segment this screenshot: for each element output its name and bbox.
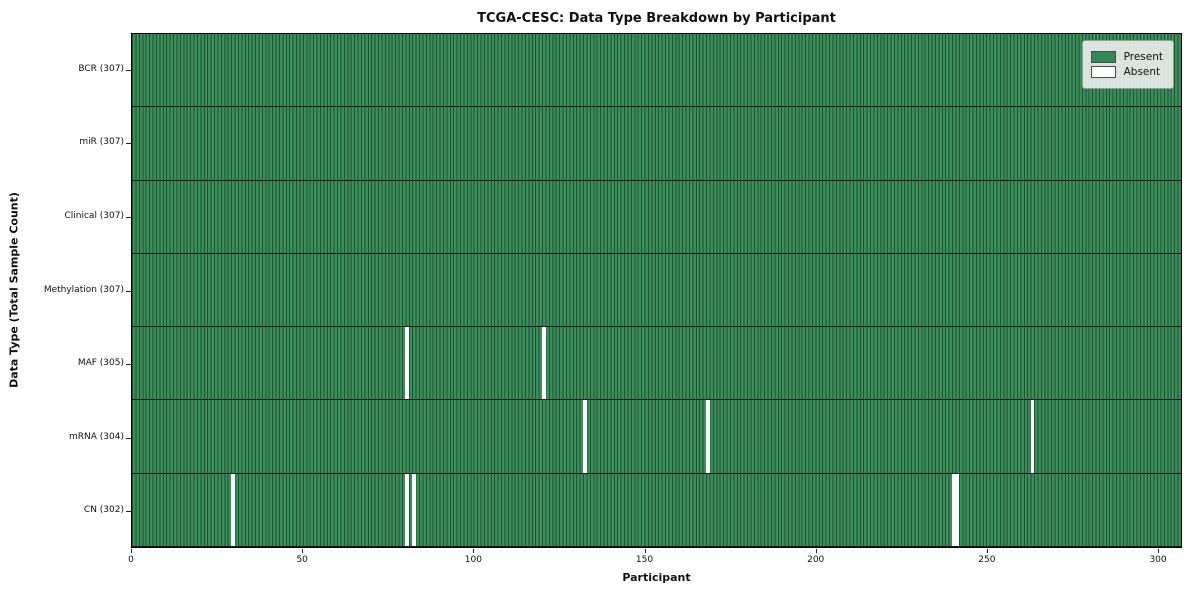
legend-label-absent: Absent xyxy=(1123,66,1161,78)
row-methylation xyxy=(132,253,1181,328)
y-tick-mark xyxy=(126,216,131,218)
x-tick-mark xyxy=(302,549,304,553)
plot-area: Present Absent xyxy=(131,33,1182,548)
chart-title: TCGA-CESC: Data Type Breakdown by Partic… xyxy=(477,11,836,26)
y-tick-label: Clinical (307) xyxy=(64,210,124,221)
x-tick-mark xyxy=(1158,549,1160,553)
x-tick-mark xyxy=(815,549,817,553)
x-tick-label: 0 xyxy=(128,555,134,565)
absent-cell xyxy=(1030,400,1035,473)
absent-cell xyxy=(405,473,410,546)
y-tick-mark xyxy=(126,69,131,71)
y-tick-mark xyxy=(126,364,131,366)
y-tick-label: miR (307) xyxy=(79,137,124,148)
y-tick-mark xyxy=(126,437,131,439)
x-tick-label: 100 xyxy=(464,555,482,565)
x-tick-mark xyxy=(644,549,646,553)
row-mrna xyxy=(132,400,1181,474)
x-tick-label: 250 xyxy=(978,555,996,565)
y-tick-mark xyxy=(126,290,131,292)
absent-cell xyxy=(542,327,546,400)
y-tick-mark xyxy=(126,511,131,513)
absent-cell xyxy=(706,400,710,473)
absent-cell xyxy=(405,327,410,400)
y-tick-label: BCR (307) xyxy=(78,63,124,74)
y-tick-label: Methylation (307) xyxy=(43,284,124,295)
absent-cell xyxy=(583,400,587,473)
y-tick-label: mRNA (304) xyxy=(69,431,124,442)
y-tick-label: MAF (305) xyxy=(77,358,124,369)
legend: Present Absent xyxy=(1081,40,1174,89)
absent-swatch xyxy=(1090,66,1116,78)
legend-entry-present: Present xyxy=(1090,51,1163,63)
x-tick-label: 200 xyxy=(807,555,825,565)
absent-cell xyxy=(231,473,235,546)
row-bcr xyxy=(132,34,1181,108)
x-axis-label: Participant xyxy=(622,571,691,584)
present-swatch xyxy=(1090,51,1116,63)
row-mir xyxy=(132,107,1181,181)
x-tick-mark xyxy=(473,549,475,553)
legend-entry-absent: Absent xyxy=(1090,66,1163,78)
y-tick-label: CN (302) xyxy=(83,505,124,516)
x-tick-mark xyxy=(131,549,132,553)
y-tick-mark xyxy=(126,143,131,145)
absent-cell xyxy=(952,473,956,546)
row-clinical xyxy=(132,180,1181,254)
x-tick-label: 150 xyxy=(635,555,654,565)
absent-cell xyxy=(412,473,416,546)
row-maf xyxy=(132,327,1181,401)
row-cn xyxy=(132,473,1181,547)
x-tick-label: 300 xyxy=(1149,555,1167,565)
x-tick-mark xyxy=(986,549,988,553)
absent-cell xyxy=(955,473,960,546)
legend-label-present: Present xyxy=(1123,51,1163,63)
x-tick-label: 50 xyxy=(296,555,308,565)
